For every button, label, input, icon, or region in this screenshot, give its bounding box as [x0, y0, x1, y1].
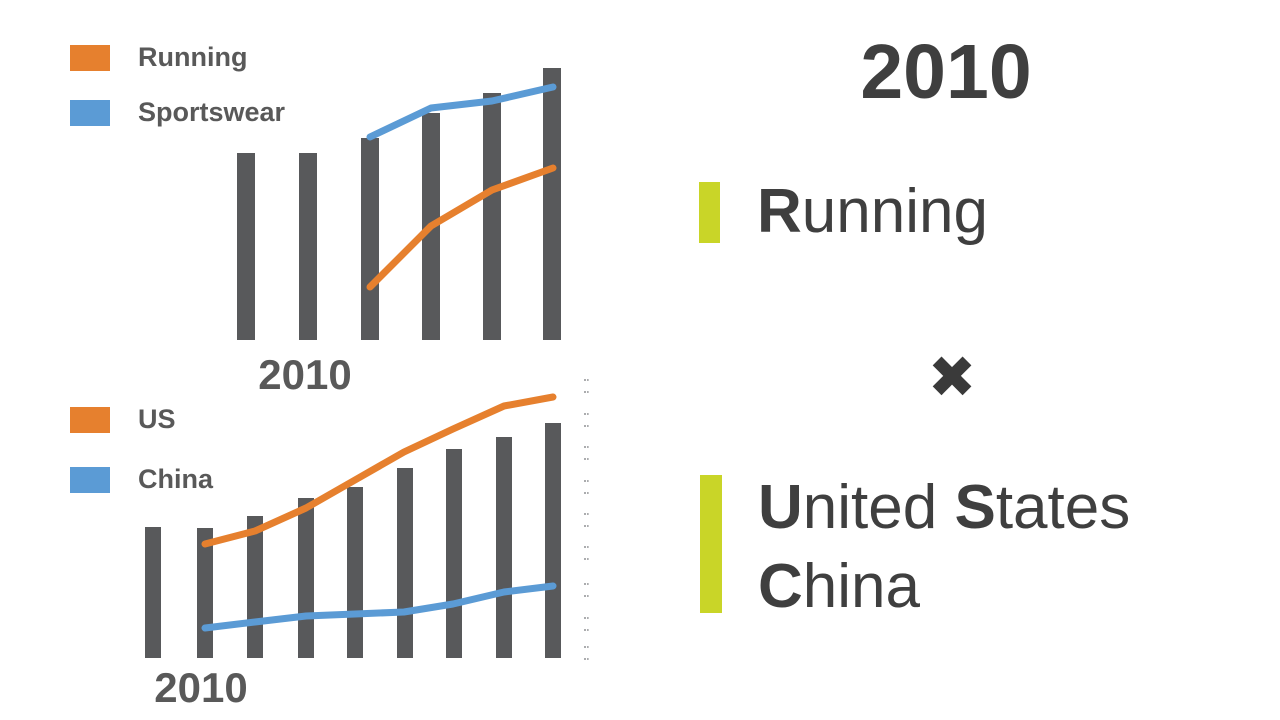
bar: [237, 153, 255, 340]
trend-line-china: [201, 582, 557, 632]
bar: [496, 437, 512, 658]
bar: [145, 527, 161, 658]
legend-swatch-orange: [70, 406, 110, 433]
bar: [545, 423, 561, 658]
axis-tick: [584, 646, 589, 660]
legend-label: Sportswear: [138, 97, 286, 127]
trend-line-us: [201, 393, 557, 548]
multiply-icon: ✖: [927, 343, 977, 411]
bar: [543, 68, 561, 340]
axis-tick: [584, 379, 589, 393]
legend-top-chart: Running Sportswear: [70, 42, 285, 152]
panel-title-year: 2010: [860, 29, 1032, 115]
axis-tick: [584, 446, 589, 460]
axis-tick: [584, 617, 589, 631]
axis-tick: [584, 513, 589, 527]
legend-swatch-orange: [70, 44, 110, 71]
bar: [361, 138, 379, 340]
trend-line-running: [366, 164, 557, 291]
trend-line-sportswear: [366, 83, 557, 141]
legend-label: US: [138, 404, 176, 434]
panel-line-china: China: [758, 552, 920, 621]
bar: [483, 93, 501, 340]
legend-label: China: [138, 464, 214, 494]
panel-item-running: Running: [757, 177, 988, 246]
legend-swatch-blue: [70, 99, 110, 126]
x-axis-label: 2010: [154, 664, 248, 711]
accent-bar-running: [699, 182, 720, 243]
bar: [299, 153, 317, 340]
panel-line-united-states: United States: [758, 473, 1131, 542]
axis-tick: [584, 413, 589, 427]
x-axis-label: 2010: [258, 351, 352, 398]
legend-swatch-blue: [70, 466, 110, 493]
axis-tick: [584, 546, 589, 560]
panel-item-countries: United States China: [758, 468, 1130, 626]
legend-item-sportswear: Sportswear: [70, 97, 285, 128]
accent-bar-countries: [700, 475, 722, 613]
legend-label: Running: [138, 42, 248, 72]
legend-item-running: Running: [70, 42, 285, 73]
legend-item-us: US: [70, 404, 213, 435]
axis-tick: [584, 480, 589, 494]
legend-item-china: China: [70, 464, 213, 495]
axis-tick: [584, 583, 589, 597]
legend-bottom-chart: US China: [70, 404, 213, 524]
